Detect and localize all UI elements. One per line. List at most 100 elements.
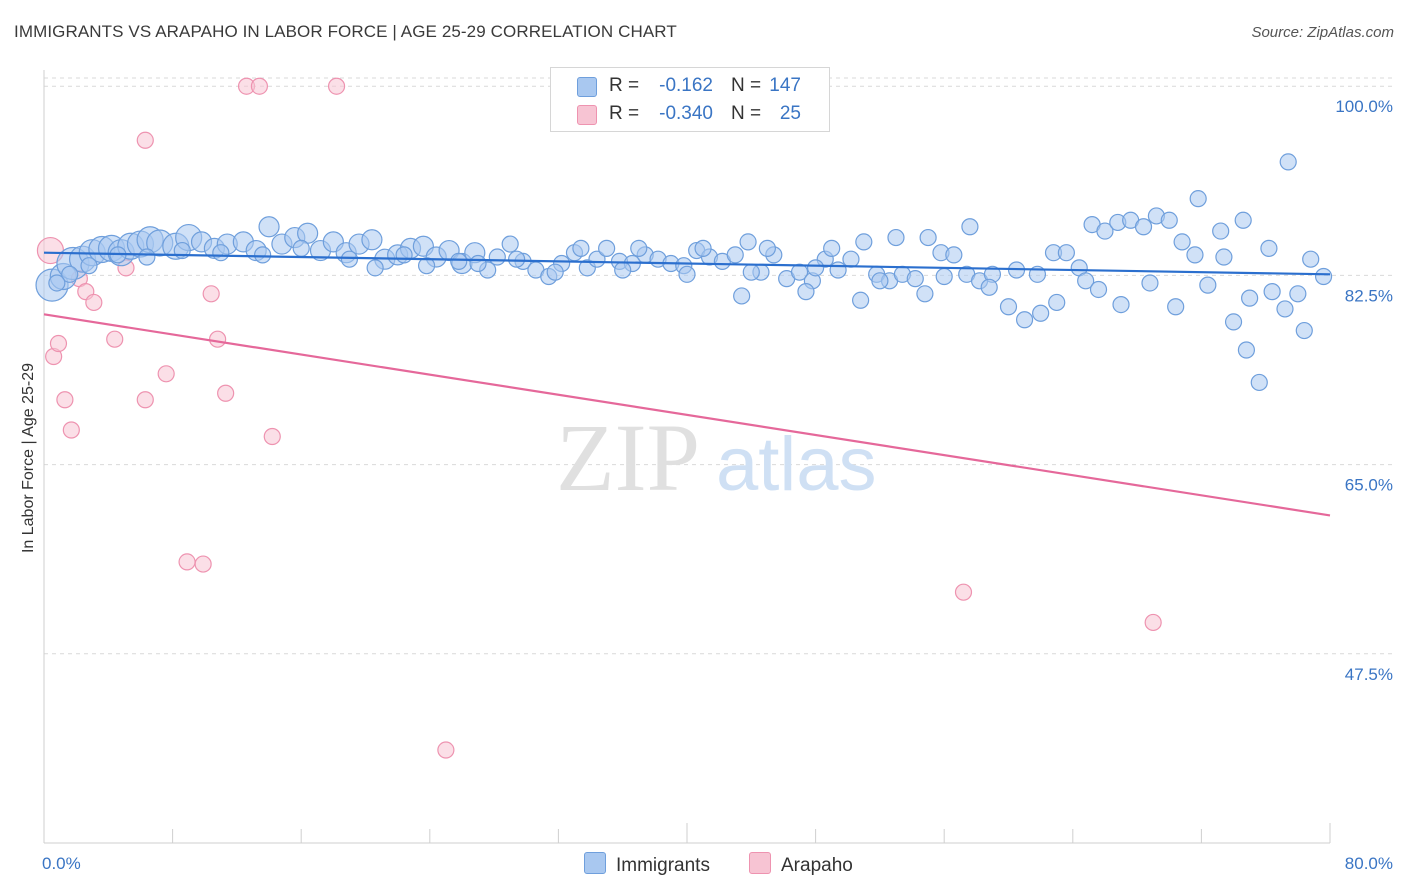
arapaho-point	[954, 583, 973, 601]
legend-series: Immigrants Arapaho	[0, 850, 1406, 880]
y-axis-label: In Labor Force | Age 25-29	[20, 363, 37, 553]
immigrants-point	[1212, 222, 1230, 240]
immigrants-point	[1241, 289, 1259, 307]
arapaho-point	[49, 334, 68, 353]
immigrants-point	[588, 250, 606, 268]
legend-row-arapaho: R = -0.340 N = 25	[551, 100, 829, 128]
immigrants-point	[340, 250, 359, 268]
grid-lines	[44, 77, 1392, 655]
y-tick-label: 47.5%	[1345, 665, 1393, 684]
immigrants-point	[508, 250, 526, 268]
immigrants-point	[961, 218, 979, 236]
immigrants-point	[1173, 233, 1191, 251]
legend-r-value: -0.162	[659, 75, 713, 96]
x-tick-label-max: 80.0%	[1345, 854, 1393, 873]
immigrants-point	[614, 261, 632, 279]
immigrants-point	[395, 246, 413, 264]
immigrants-point	[417, 257, 436, 275]
arapaho-point	[250, 77, 269, 95]
arapaho-point	[327, 77, 346, 95]
legend-r-label: R =	[609, 103, 640, 124]
immigrants-point	[546, 263, 564, 281]
chart-title: IMMIGRANTS VS ARAPAHO IN LABOR FORCE | A…	[14, 22, 677, 41]
legend-label-immigrants: Immigrants	[616, 855, 710, 876]
immigrants-point	[501, 235, 519, 253]
immigrants-trend-line	[43, 251, 1331, 276]
immigrants-point	[758, 239, 776, 257]
arapaho-point	[209, 330, 227, 348]
y-tick-labels: 47.5% 65.0% 82.5% 100.0%	[1335, 97, 1393, 684]
arapaho-point	[194, 555, 212, 573]
legend-label-arapaho: Arapaho	[781, 855, 853, 876]
immigrants-point	[258, 216, 280, 238]
immigrants-point	[1089, 280, 1108, 299]
immigrants-point	[212, 244, 230, 262]
arapaho-trend-line	[43, 313, 1331, 517]
arapaho-point	[437, 741, 455, 759]
immigrants-point	[855, 233, 873, 251]
legend-swatch-immigrants	[584, 852, 606, 874]
immigrants-point	[906, 270, 924, 288]
immigrants-point	[1314, 267, 1333, 286]
immigrants-point	[1260, 239, 1278, 257]
immigrants-point	[361, 229, 383, 251]
arapaho-point	[217, 384, 235, 402]
immigrants-point	[572, 239, 590, 257]
immigrants-point	[48, 274, 66, 292]
immigrants-point	[1263, 283, 1281, 301]
immigrants-point	[1015, 311, 1034, 329]
immigrants-point	[292, 239, 310, 257]
arapaho-point	[85, 293, 103, 312]
legend-row-immigrants: R = -0.162 N = 147	[551, 72, 829, 100]
immigrants-point	[1134, 218, 1153, 236]
immigrants-point	[1250, 373, 1268, 392]
immigrants-point	[945, 246, 963, 264]
immigrants-point	[366, 259, 384, 277]
immigrants-point	[806, 259, 825, 277]
immigrants-point	[916, 285, 934, 303]
arapaho-point	[1144, 613, 1162, 632]
arapaho-points	[36, 77, 1162, 759]
immigrants-point	[1279, 153, 1297, 171]
legend-swatch-arapaho	[749, 852, 771, 874]
immigrants-point	[1215, 248, 1233, 266]
immigrants-point	[1189, 190, 1207, 208]
immigrants-point	[138, 248, 156, 266]
source-label: Source: ZipAtlas.com	[1251, 24, 1394, 41]
legend-item-immigrants[interactable]: Immigrants	[584, 852, 710, 877]
immigrants-point	[1224, 313, 1243, 331]
trend-lines	[43, 251, 1331, 517]
immigrants-point	[1276, 300, 1294, 318]
arapaho-point	[136, 391, 154, 409]
immigrants-point	[1237, 341, 1256, 359]
immigrants-point	[733, 287, 751, 305]
legend-n-value: 147	[769, 75, 801, 96]
immigrants-point	[1112, 296, 1130, 314]
immigrants-point	[1186, 246, 1204, 264]
y-tick-label: 65.0%	[1345, 476, 1393, 495]
immigrants-point	[598, 239, 616, 257]
arapaho-point	[56, 391, 74, 409]
immigrants-point	[1048, 293, 1066, 312]
immigrants-point	[1289, 285, 1307, 303]
x-tick-labels: 0.0% 80.0%	[42, 854, 1393, 873]
legend-item-arapaho[interactable]: Arapaho	[749, 852, 853, 877]
immigrants-point	[450, 252, 468, 270]
immigrants-point	[1199, 276, 1217, 294]
arapaho-point	[263, 427, 281, 446]
immigrants-point	[694, 239, 712, 257]
immigrants-point	[980, 278, 998, 296]
immigrants-point	[1302, 250, 1320, 268]
arapaho-point	[202, 285, 220, 303]
immigrants-point	[630, 239, 648, 257]
immigrants-point	[1057, 244, 1075, 262]
immigrants-point	[488, 248, 506, 266]
immigrants-point	[999, 298, 1018, 316]
immigrants-point	[80, 257, 98, 275]
immigrants-points	[35, 153, 1333, 392]
immigrants-point	[678, 265, 696, 283]
legend-swatch-arapaho	[577, 105, 597, 125]
immigrants-point	[1096, 222, 1114, 240]
legend-stats: R = -0.162 N = 147 R = -0.340 N = 25	[550, 67, 830, 132]
